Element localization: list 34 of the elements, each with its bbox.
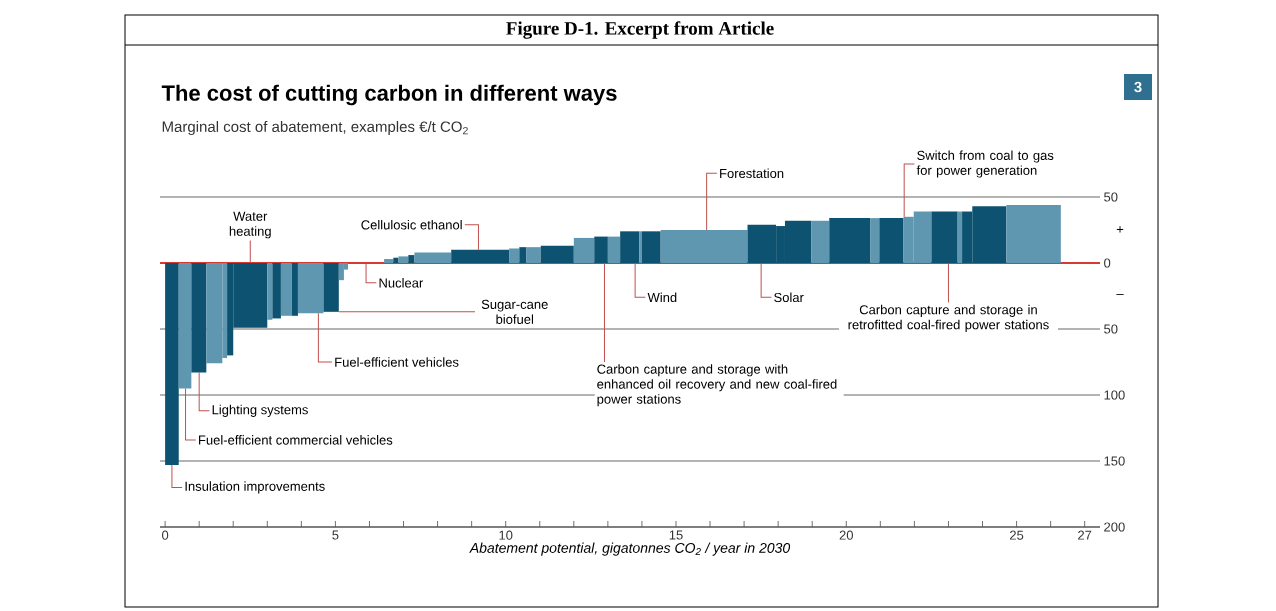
- annotation: Nuclear: [379, 278, 424, 288]
- x-tick-label: 5: [332, 530, 339, 540]
- annotation: Wind: [647, 292, 677, 303]
- x-tick-label: 15: [669, 530, 683, 540]
- y-tick-label: 50: [1104, 192, 1118, 202]
- x-tick-label: 20: [839, 530, 853, 540]
- x-axis-title: Abatement potential, gigatonnes CO$_{2}$ / year in 2030: [469, 542, 791, 556]
- annotation: Lighting systems: [212, 404, 308, 417]
- annotation: Switch from coal to gas for power generation: [916, 150, 1054, 178]
- annotation: Forestation: [720, 168, 784, 179]
- text: –: [1116, 294, 1124, 295]
- annotation: Water heating: [229, 211, 271, 239]
- annotation: Carbon capture and storage with enhanced oil recovery and new coal-fired power stations: [597, 364, 837, 407]
- x-tick-label: 10: [499, 530, 513, 540]
- annotation: Fuel-efficient commercial vehicles: [199, 435, 393, 445]
- y-tick-label: 0: [1104, 258, 1111, 268]
- x-tick-label: 25: [1010, 530, 1024, 540]
- annotation: Fuel-efficient vehicles: [335, 357, 459, 367]
- chart-title: The cost of cutting carbon in different ways: [161, 84, 617, 106]
- annotation: Sugar-cane biofuel: [481, 299, 548, 324]
- y-tick-label: 150: [1104, 456, 1125, 466]
- annotation: Solar: [774, 292, 804, 303]
- x-tick-label: 27: [1078, 530, 1092, 540]
- text: Figure D-1. Excerpt from Article: [506, 21, 774, 39]
- y-tick-label: 200: [1104, 522, 1125, 532]
- annotation: Carbon capture and storage in retrofitted coal-fired power stations: [848, 304, 1049, 332]
- y-tick-label: 100: [1104, 390, 1125, 400]
- chart-subtitle: Marginal cost of abatement, examples €/t CO$_{2}$: [162, 121, 468, 135]
- annotation: Insulation improvements: [185, 481, 325, 494]
- y-tick-label: 50: [1104, 324, 1118, 334]
- x-tick-label: 0: [162, 530, 169, 540]
- text: +: [1116, 226, 1124, 233]
- text: 3: [1134, 81, 1142, 93]
- annotation: Cellulosic ethanol: [361, 219, 462, 230]
